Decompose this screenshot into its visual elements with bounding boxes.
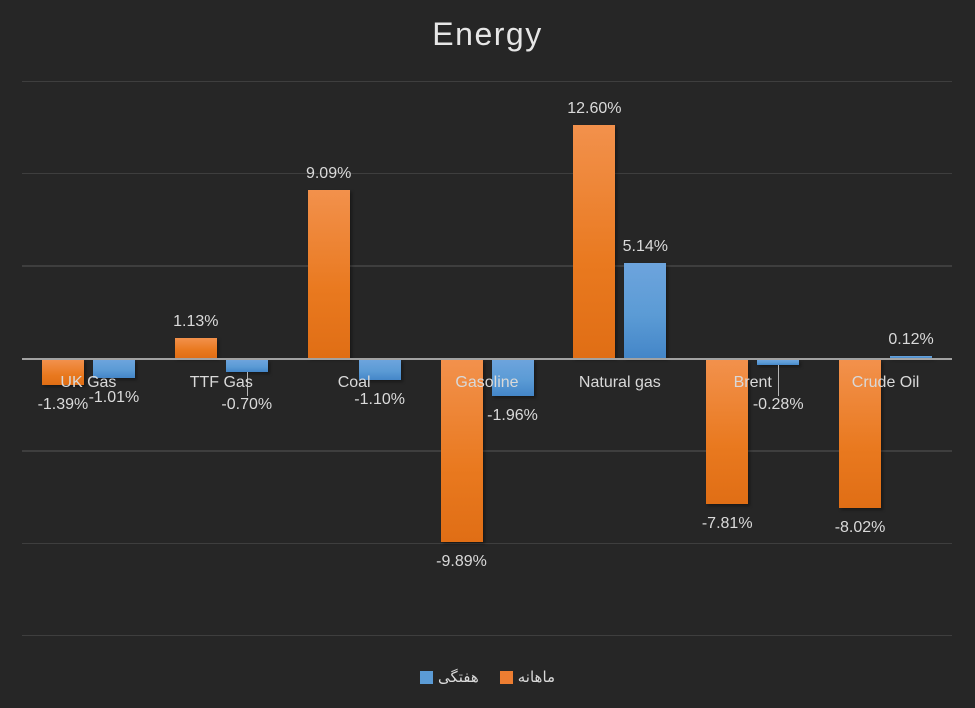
gridline-15pct [22, 80, 952, 83]
data-label-weekly-uk-gas: -1.01% [88, 389, 140, 407]
category-label-gasoline: Gasoline [455, 374, 519, 391]
legend-label-weekly: هفتگی [437, 668, 479, 686]
bar-weekly-coal[interactable] [358, 359, 401, 380]
bar-weekly-brent[interactable] [757, 359, 800, 365]
bar-weekly-natural-gas[interactable] [624, 263, 667, 359]
bar-monthly-uk-gas[interactable] [41, 359, 84, 386]
legend-item-weekly[interactable]: هفتگی [419, 668, 479, 686]
bar-monthly-ttf-gas[interactable] [174, 337, 217, 359]
category-label-crude-oil: Crude Oil [851, 374, 920, 391]
data-label-monthly-crude-oil: -8.02% [834, 518, 886, 536]
data-label-weekly-crude-oil: 0.12% [888, 331, 934, 349]
data-label-monthly-uk-gas: -1.39% [37, 396, 89, 414]
data-label-monthly-gasoline: -9.89% [436, 553, 487, 571]
bar-weekly-gasoline[interactable] [491, 359, 534, 396]
data-label-monthly-ttf-gas: 1.13% [173, 312, 219, 330]
chart-title: Energy [432, 16, 543, 52]
gridline--5pct [22, 450, 952, 452]
gridline--15pct [22, 634, 952, 637]
gridline-5pct [22, 265, 952, 267]
leader-line-weekly-ttf-gas [246, 372, 248, 396]
bar-monthly-natural-gas[interactable] [573, 125, 616, 359]
category-label-natural-gas: Natural gas [578, 374, 661, 391]
data-label-weekly-gasoline: -1.96% [487, 406, 538, 424]
chart-legend: هفتگی ماهانه [0, 670, 975, 685]
legend-marker-weekly-icon [419, 671, 433, 684]
bar-monthly-crude-oil[interactable] [839, 359, 882, 508]
data-label-weekly-natural-gas: 5.14% [622, 238, 669, 256]
category-label-coal: Coal [337, 374, 371, 391]
bar-weekly-uk-gas[interactable] [92, 359, 135, 379]
data-label-monthly-brent: -7.81% [701, 514, 753, 532]
legend-label-monthly: ماهانه [517, 668, 556, 686]
bar-monthly-gasoline[interactable] [440, 359, 483, 543]
data-label-weekly-coal: -1.10% [354, 390, 405, 408]
data-label-weekly-ttf-gas: -0.70% [221, 396, 273, 413]
category-label-ttf-gas: TTF Gas [189, 374, 253, 391]
bar-weekly-ttf-gas[interactable] [225, 359, 268, 373]
category-label-uk-gas: UK Gas [60, 374, 117, 391]
x-axis-zero-line [22, 357, 952, 360]
data-label-monthly-natural-gas: 12.60% [567, 100, 622, 118]
legend-marker-monthly-icon [499, 671, 513, 684]
data-label-weekly-brent: -0.28% [752, 396, 804, 413]
gridline-10pct [22, 172, 952, 175]
bar-monthly-coal[interactable] [307, 190, 350, 359]
legend-item-monthly[interactable]: ماهانه [499, 668, 556, 686]
bar-monthly-brent[interactable] [706, 359, 749, 504]
data-label-monthly-coal: 9.09% [305, 165, 352, 183]
category-label-brent: Brent [733, 374, 772, 391]
gridline--10pct [22, 542, 952, 545]
bar-weekly-crude-oil[interactable] [890, 356, 933, 359]
leader-line-weekly-brent [778, 364, 780, 396]
